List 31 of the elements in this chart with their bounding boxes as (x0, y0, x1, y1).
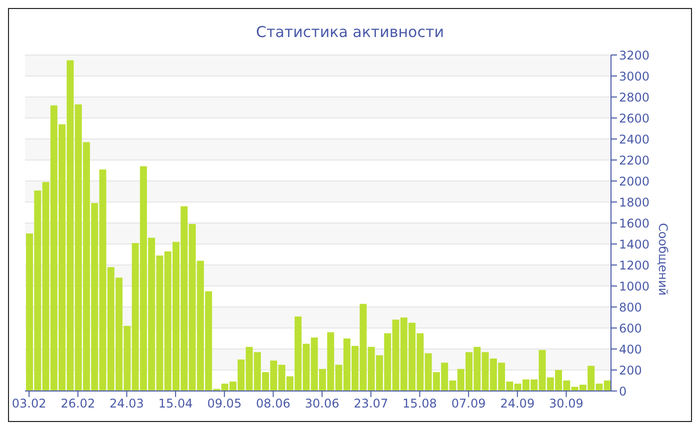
x-tick-label: 24.09 (500, 396, 535, 411)
x-tick-label: 24.03 (110, 396, 144, 411)
y-tick-label: 400 (619, 342, 642, 356)
x-tick-label: 30.09 (549, 396, 584, 411)
x-tick-label: 09.05 (207, 396, 242, 411)
y-tick-label: 3200 (619, 48, 650, 62)
x-tick-label: 26.02 (60, 396, 96, 411)
chart-title: Статистика активности (255, 22, 445, 43)
y-tick-label: 3000 (619, 69, 650, 84)
y-tick-label: 200 (619, 363, 642, 378)
y-tick-label: 600 (619, 321, 642, 336)
y-axis-title: Сообщений (656, 223, 670, 296)
x-tick-label: 15.04 (158, 396, 193, 411)
y-tick-label: 0 (619, 384, 627, 398)
y-tick-label: 2200 (619, 153, 650, 168)
y-tick-label: 1600 (619, 216, 650, 230)
x-tick-label: 23.07 (354, 396, 388, 411)
y-tick-label: 2600 (619, 111, 650, 126)
y-tick-label: 1800 (619, 195, 650, 210)
y-tick-label: 800 (619, 300, 642, 314)
y-tick-label: 1400 (619, 237, 650, 252)
x-tick-label: 15.08 (402, 396, 437, 411)
x-tick-label: 08.06 (256, 396, 290, 411)
y-tick-label: 1200 (619, 258, 650, 272)
x-tick-label: 30.06 (304, 396, 340, 411)
y-tick-label: 2000 (619, 174, 650, 188)
x-tick-label: 07.09 (451, 396, 486, 411)
y-tick-label: 2800 (619, 90, 650, 104)
x-tick-label: 03.02 (12, 396, 46, 411)
y-tick-label: 2400 (619, 132, 650, 146)
y-tick-label: 1000 (619, 279, 650, 294)
